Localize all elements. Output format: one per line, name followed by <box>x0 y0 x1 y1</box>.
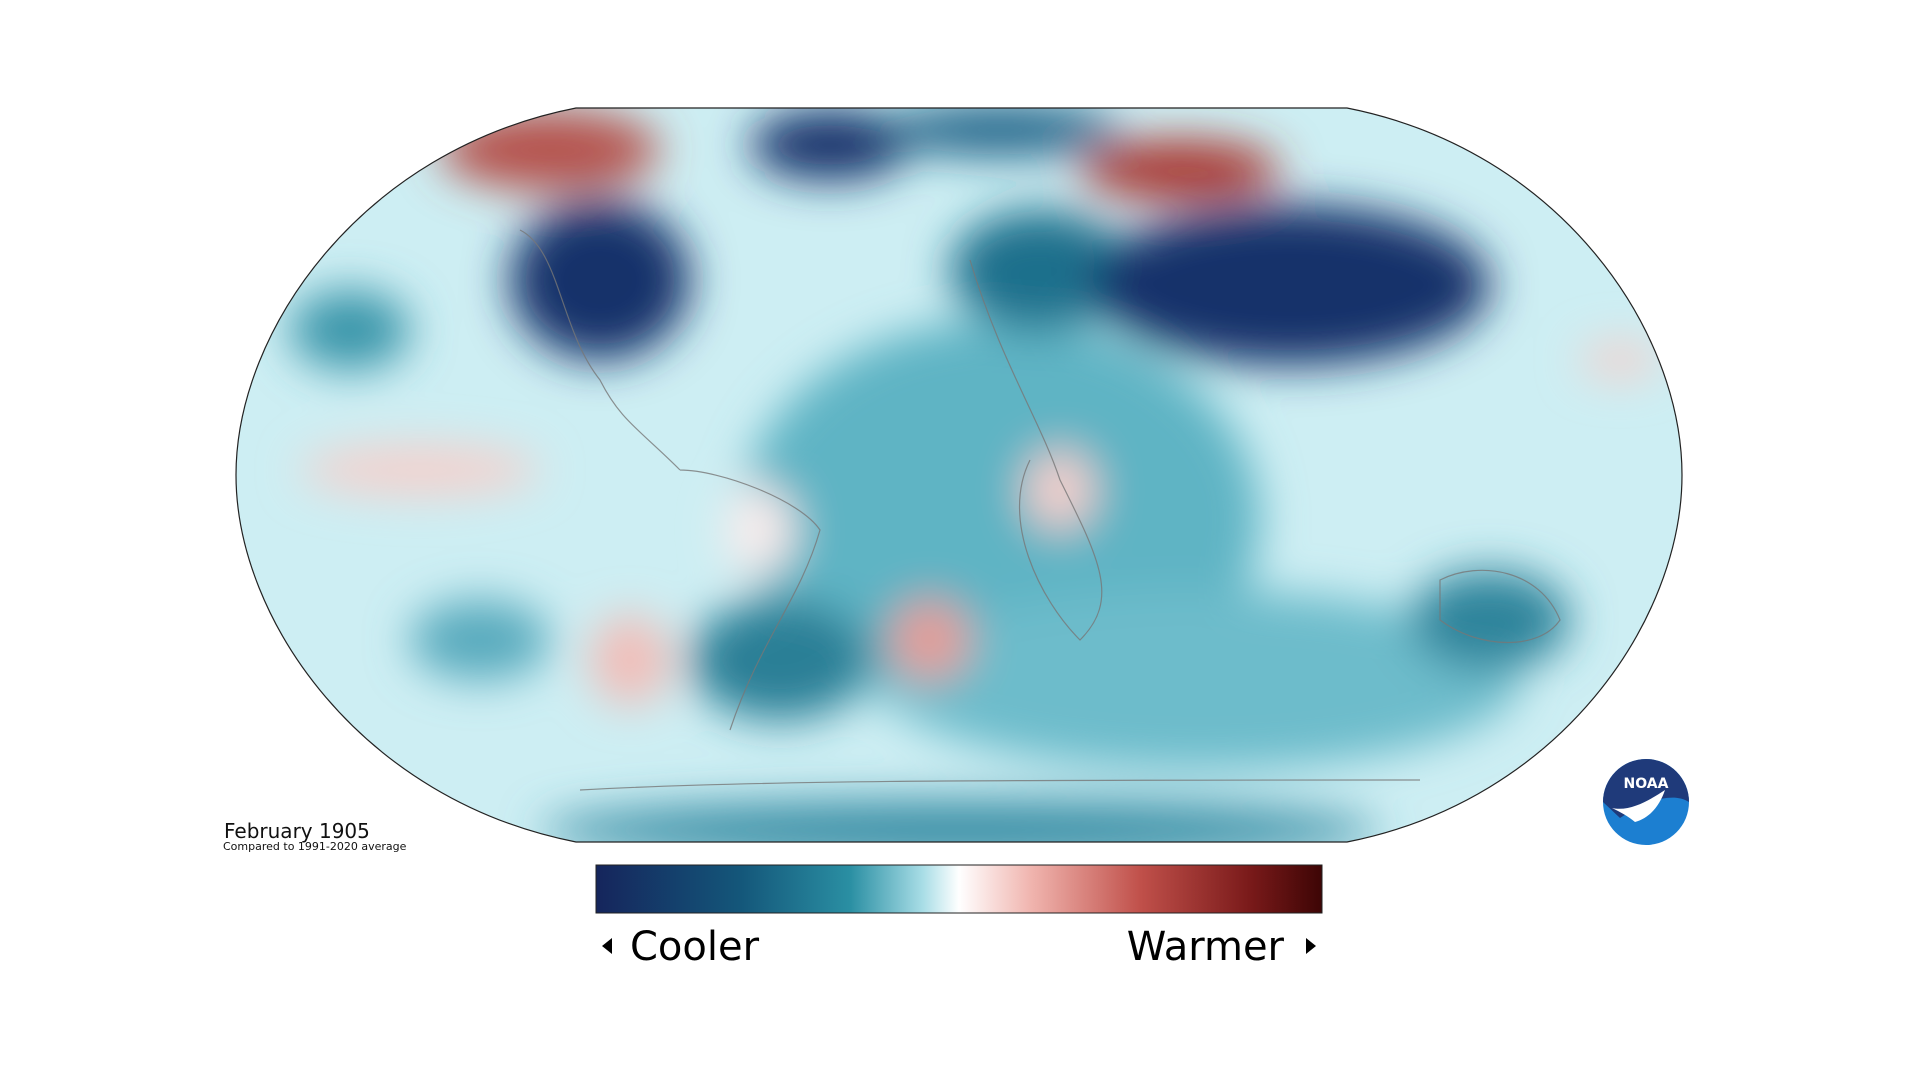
legend-low: Cooler <box>630 924 760 970</box>
noaa-logo: NOAA <box>1603 759 1689 845</box>
coastlines <box>519 229 1561 791</box>
logo-text: NOAA <box>1624 776 1669 792</box>
map-subtitle: Compared to 1991-2020 average <box>223 840 407 853</box>
color-scale <box>595 864 1323 914</box>
arrow-left <box>602 938 612 954</box>
map-outline <box>235 107 1683 843</box>
arrow-right <box>1306 938 1316 954</box>
map-title: February 1905 <box>224 819 370 843</box>
anomaly-map <box>236 108 1682 842</box>
legend-high: Warmer <box>1127 924 1285 970</box>
